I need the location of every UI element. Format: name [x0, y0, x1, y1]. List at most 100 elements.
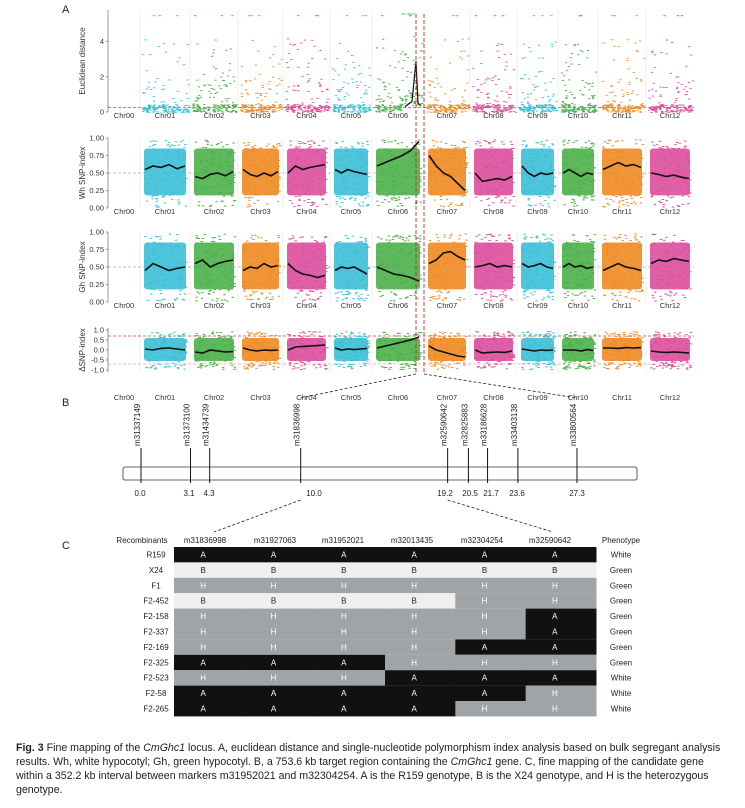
snp-point	[439, 86, 442, 88]
snp-point	[548, 105, 551, 107]
snp-point	[203, 104, 206, 106]
snp-point	[293, 250, 297, 252]
snp-point	[444, 93, 447, 95]
snp-point	[357, 143, 361, 145]
snp-point	[677, 104, 680, 106]
snp-point	[146, 273, 150, 275]
snp-point	[413, 156, 416, 158]
snp-point	[264, 105, 267, 107]
snp-point	[319, 295, 322, 297]
snp-point	[444, 110, 447, 112]
snp-point	[344, 248, 347, 250]
snp-point	[529, 284, 532, 286]
snp-point	[452, 153, 456, 155]
snp-points-chr07	[426, 15, 471, 113]
snp-point	[564, 44, 567, 46]
snp-point	[249, 104, 252, 106]
snp-point	[364, 197, 367, 199]
snp-point	[397, 89, 400, 91]
snp-point	[196, 96, 199, 98]
snp-point	[541, 110, 544, 112]
snp-point	[360, 148, 363, 150]
snp-point	[380, 238, 383, 240]
snp-point	[608, 105, 611, 107]
snp-point	[410, 166, 413, 168]
snp-point	[493, 111, 496, 113]
snp-point	[467, 105, 470, 107]
snp-point	[526, 110, 529, 112]
snp-point	[439, 141, 443, 143]
snp-point	[389, 111, 392, 113]
snp-point	[202, 172, 205, 174]
snp-point	[268, 81, 271, 83]
snp-point	[230, 110, 233, 112]
snp-point	[310, 236, 314, 238]
snp-point	[304, 105, 307, 107]
snp-point	[495, 95, 499, 97]
snp-point	[676, 107, 679, 109]
snp-point	[386, 153, 389, 155]
snp-point	[161, 150, 164, 152]
snp-point	[291, 235, 295, 237]
snp-point	[240, 95, 244, 97]
snp-point	[399, 236, 402, 238]
snp-point	[250, 108, 253, 110]
snp-point	[255, 265, 258, 267]
snp-point	[181, 249, 184, 251]
snp-point	[389, 97, 392, 99]
snp-point	[555, 100, 558, 102]
snp-point	[197, 237, 200, 239]
snp-point	[527, 107, 530, 109]
snp-point	[594, 105, 597, 107]
snp-point	[583, 291, 587, 293]
snp-point	[433, 245, 436, 247]
snp-point	[290, 191, 294, 193]
snp-point	[566, 69, 569, 71]
snp-point	[388, 65, 391, 67]
snp-point	[623, 110, 627, 112]
snp-point	[229, 48, 232, 50]
snp-point	[590, 196, 594, 198]
snp-point	[551, 150, 554, 152]
snp-point	[477, 106, 480, 108]
snp-point	[243, 290, 246, 292]
snp-point	[549, 174, 552, 176]
snp-point	[360, 278, 364, 280]
snp-point	[315, 289, 318, 291]
snp-point	[244, 107, 248, 109]
snp-point	[501, 299, 504, 301]
snp-point	[183, 105, 186, 107]
chromosome-label: Chr11	[612, 111, 632, 120]
snp-point	[166, 253, 170, 255]
snp-point	[671, 148, 674, 150]
snp-point	[266, 109, 269, 111]
snp-point	[510, 144, 514, 146]
snp-point	[609, 199, 612, 201]
snp-point	[345, 149, 348, 151]
snp-point	[381, 286, 384, 288]
snp-point	[577, 266, 581, 268]
snp-point	[201, 292, 204, 294]
snp-point	[278, 105, 282, 107]
snp-point	[485, 93, 489, 95]
snp-point	[463, 251, 466, 253]
snp-point	[509, 269, 513, 271]
snp-point	[321, 173, 324, 175]
snp-point	[628, 260, 632, 262]
snp-point	[441, 299, 445, 301]
snp-point	[505, 107, 508, 109]
snp-point	[357, 297, 360, 299]
snp-point	[509, 298, 512, 300]
snp-point	[449, 173, 452, 175]
snp-point	[395, 86, 399, 88]
snp-point	[562, 144, 566, 146]
snp-point	[502, 174, 505, 176]
snp-point	[166, 104, 169, 106]
snp-point	[163, 104, 166, 106]
snp-point	[481, 107, 484, 109]
snp-point	[565, 259, 568, 261]
snp-point	[578, 293, 582, 295]
snp-point	[277, 236, 281, 238]
snp-point	[495, 189, 499, 191]
snp-point-top	[175, 15, 179, 17]
